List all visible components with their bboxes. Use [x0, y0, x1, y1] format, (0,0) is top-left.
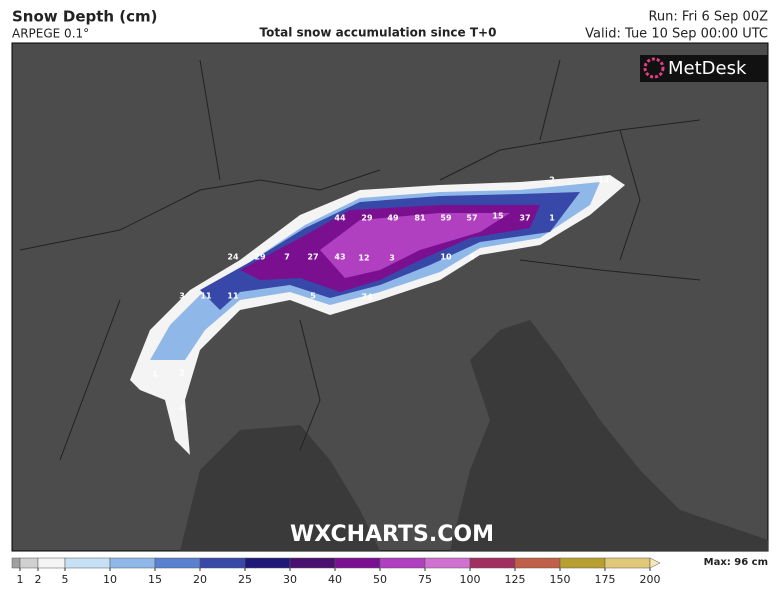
- color-swatch: [649, 557, 661, 569]
- tick-label: 75: [418, 573, 432, 586]
- tick-label: 10: [103, 573, 117, 586]
- logo-icon: [643, 57, 665, 79]
- color-swatch: [244, 557, 291, 569]
- logo-box: [640, 55, 768, 82]
- snow-label: 44: [334, 214, 346, 223]
- snow-label: 10: [440, 253, 452, 262]
- color-swatch: [64, 557, 111, 569]
- model: ARPEGE 0.1°: [12, 27, 89, 41]
- color-swatch: [109, 557, 156, 569]
- tick-label: 200: [640, 573, 661, 586]
- snow-label: 59: [440, 214, 452, 223]
- snow-label: 57: [466, 214, 477, 223]
- watermark: WXCHARTS.COM: [290, 522, 494, 547]
- snow-label: 43: [334, 253, 345, 262]
- valid: Valid: Tue 10 Sep 00:00 UTC: [585, 27, 768, 42]
- tick-label: 40: [328, 573, 342, 586]
- color-swatch: [199, 557, 246, 569]
- snow-label: 37: [519, 214, 530, 223]
- tick-label: 5: [62, 573, 69, 586]
- color-swatch: [604, 557, 651, 569]
- snow-light: [130, 175, 625, 455]
- sea: [450, 320, 768, 551]
- snow-label: 15: [492, 212, 504, 221]
- tick-label: 20: [193, 573, 207, 586]
- snow-label: 5: [310, 292, 316, 301]
- tick-label: 15: [148, 573, 162, 586]
- title: Snow Depth (cm): [12, 8, 158, 26]
- map-frame: [11, 42, 769, 552]
- tick-label: 25: [238, 573, 252, 586]
- color-swatch: [424, 557, 471, 569]
- subtitle: Total snow accumulation since T+0: [260, 26, 497, 40]
- snow-label: 1: [549, 214, 555, 223]
- snow-label: 14: [598, 176, 610, 185]
- snow-label: 12: [358, 254, 369, 263]
- snow-label: 2: [179, 369, 185, 378]
- color-swatch: [11, 557, 21, 569]
- color-swatch: [37, 557, 66, 569]
- snow-label: 11: [227, 292, 239, 301]
- snow-label: 29: [361, 214, 373, 223]
- snow-label: 11: [200, 292, 212, 301]
- sea: [180, 425, 380, 551]
- color-swatch: [19, 557, 39, 569]
- snow-label: 3: [179, 292, 185, 301]
- snow-magenta: [320, 213, 510, 278]
- color-swatch: [559, 557, 606, 569]
- color-swatch: [334, 557, 381, 569]
- color-swatch: [469, 557, 516, 569]
- color-swatch: [379, 557, 426, 569]
- snow-label: 29: [254, 253, 266, 262]
- tick-label: 100: [460, 573, 481, 586]
- tick-label: 1: [17, 573, 24, 586]
- run: Run: Fri 6 Sep 00Z: [648, 10, 768, 25]
- color-swatch: [154, 557, 201, 569]
- snow-label: 24: [227, 253, 239, 262]
- snow-label: 4: [469, 253, 475, 262]
- tick-label: 125: [505, 573, 526, 586]
- snow-label: 7: [284, 253, 290, 262]
- snow-label: 1: [152, 370, 158, 379]
- snow-label: 2: [549, 176, 555, 185]
- color-swatch: [289, 557, 336, 569]
- snow-label: 27: [307, 253, 318, 262]
- color-swatch: [514, 557, 561, 569]
- snow-label: 81: [414, 214, 426, 223]
- snow-label: 49: [387, 214, 399, 223]
- tick-label: 175: [595, 573, 616, 586]
- logo: MetDesk: [668, 58, 747, 79]
- tick-label: 30: [283, 573, 297, 586]
- tick-label: 150: [550, 573, 571, 586]
- colorbar: 1 2 5 10 15 20 25 30 40 50 75 100 125 150 175 200: [11, 557, 661, 586]
- snow-label: 4: [179, 404, 185, 413]
- borders: [19, 59, 701, 461]
- max-label: Max: 96 cm: [704, 557, 768, 568]
- snow-label: 3: [389, 254, 395, 263]
- tick-label: 2: [35, 573, 42, 586]
- tick-label: 50: [373, 573, 387, 586]
- snow-label: 74: [361, 293, 373, 302]
- map: MetDesk WXCHARTS.COM: [11, 42, 769, 552]
